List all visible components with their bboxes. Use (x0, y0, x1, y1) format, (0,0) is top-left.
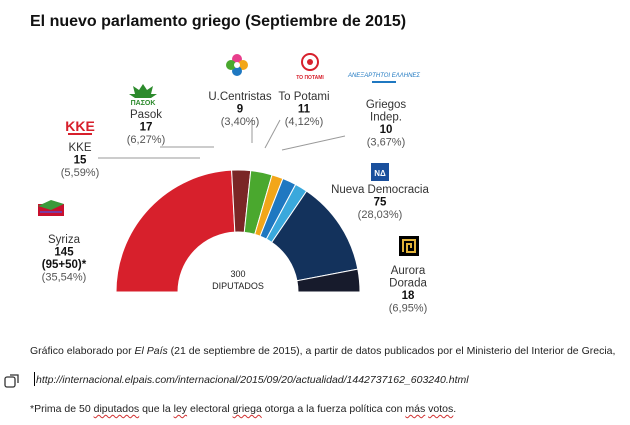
label-griegos-indep-: (3,67%) (367, 137, 406, 149)
label-kke: 15 (74, 155, 87, 167)
pen-handwriting-icon[interactable] (3, 373, 21, 391)
source-prefix: Gráfico elaborado por (30, 345, 135, 357)
label-nueva-democracia: Nueva Democracia (331, 184, 429, 196)
label-griegos-indep-: 10 (380, 124, 393, 136)
golden-dawn-logo (399, 236, 419, 256)
label-u-centristas: 9 (237, 104, 243, 116)
label-syriza: (35,54%) (42, 272, 87, 284)
label-to-potami: 11 (298, 104, 311, 116)
nd-logo: ΝΔ (371, 163, 389, 181)
centristas-logo (226, 54, 248, 76)
footnote-part: . (453, 403, 457, 415)
label-nueva-democracia: 75 (374, 197, 387, 209)
label-pasok: Pasok (130, 109, 162, 121)
source-italic: El País (134, 345, 168, 357)
center-label: DIPUTADOS (212, 281, 264, 291)
pasok-logo: ΠΑΣΟΚ (129, 84, 157, 107)
footnote-part: votos (428, 403, 454, 415)
label-kke: (5,59%) (61, 167, 100, 179)
center-seats: 300 (230, 269, 245, 279)
label-aurora-dorada: Dorada (389, 278, 427, 290)
footnote-part: que la (139, 403, 174, 415)
label-aurora-dorada: Aurora (391, 265, 426, 277)
source-note: Gráfico elaborado por El País (21 de sep… (30, 345, 615, 357)
slice-syriza (115, 169, 236, 293)
kke-logo: KKE (65, 118, 95, 135)
parliament-chart: Syriza145(95+50)*(35,54%)KKE15(5,59%)Pas… (38, 53, 429, 315)
source-suffix: (21 de septiembre de 2015), a partir de … (167, 345, 616, 357)
label-aurora-dorada: 18 (402, 290, 415, 302)
chart-title: El nuevo parlamento griego (Septiembre d… (30, 13, 407, 30)
label-pasok: (6,27%) (127, 134, 166, 146)
label-to-potami: (4,12%) (285, 116, 324, 128)
footnote-part: más (405, 403, 426, 415)
label-u-centristas: (3,40%) (221, 116, 260, 128)
leader-line (281, 135, 346, 151)
label-kke: KKE (68, 142, 91, 154)
footnote-part: electoral (187, 403, 233, 415)
pasok-logo-text: ΠΑΣΟΚ (131, 100, 156, 107)
leader-line (264, 119, 281, 149)
footnote-part: ley (173, 403, 188, 415)
label-to-potami: To Potami (278, 91, 329, 103)
source-url[interactable]: http://internacional.elpais.com/internac… (36, 374, 469, 386)
nd-logo-text: ΝΔ (374, 169, 386, 178)
label-syriza: 145 (54, 247, 74, 259)
footnote-part: griega (232, 403, 262, 415)
anel-logo-text: ΑΝΕΞΑΡΤΗΤΟΙ ΕΛΛΗΝΕΣ (347, 73, 420, 79)
footnote-part: *Prima de 50 (30, 403, 94, 415)
label-griegos-indep-: Indep. (370, 112, 402, 124)
label-u-centristas: U.Centristas (208, 91, 272, 103)
label-nueva-democracia: (28,03%) (358, 209, 403, 221)
label-griegos-indep-: Griegos (366, 99, 407, 111)
anel-logo: ΑΝΕΞΑΡΤΗΤΟΙ ΕΛΛΗΝΕΣ (347, 73, 420, 83)
slice-aurora-dorada (296, 268, 361, 293)
label-syriza: Syriza (48, 234, 81, 246)
text-cursor (34, 372, 35, 386)
label-aurora-dorada: (6,95%) (389, 303, 428, 315)
footnote-part: diputados (93, 403, 140, 415)
footnote-part: otorga a la fuerza política con (261, 403, 406, 415)
potami-logo: TO ΠΟΤΑΜΙ (296, 53, 324, 81)
label-pasok: 17 (140, 122, 153, 134)
kke-logo-text: KKE (65, 118, 95, 134)
syriza-logo (38, 200, 64, 216)
potami-logo-text: TO ΠΟΤΑΜΙ (296, 75, 324, 81)
footnote: *Prima de 50 diputados que la ley electo… (30, 403, 456, 415)
label-syriza: (95+50)* (42, 259, 87, 271)
